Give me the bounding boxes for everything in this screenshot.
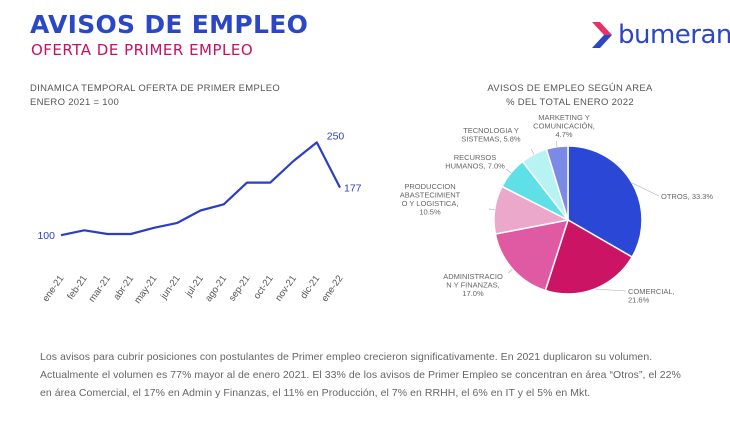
data-label: 250 [327,130,345,142]
page-subtitle: OFERTA DE PRIMER EMPLEO [31,41,254,59]
data-label: 100 [37,230,55,242]
pie-slice [545,145,569,221]
pie-leader-line [488,208,495,210]
pie-slice-label: ADMINISTRACIO N Y FINANZAS, 17.0% [443,272,503,298]
data-label: 177 [344,183,362,195]
pie-leader-line [508,268,513,274]
footnote-line: en área Comercial, el 17% en Admin y Fin… [40,387,591,399]
line-chart-subtitle-line: ENERO 2021 = 100 [30,97,120,108]
page-title: AVISOS DE EMPLEO [30,10,309,39]
pie-leader-line [631,182,660,197]
pie-slice-label: COMERCIAL, 21.6% [628,287,675,305]
bumeran-logo: bumeran [590,18,730,52]
pie-leader-line [594,288,627,292]
pie-slice-label: RECURSOS HUMANOS, 7.0% [445,153,505,171]
pie-slice [494,219,570,292]
pie-leader-line [555,140,558,147]
bumeran-chevron-icon [592,22,612,48]
logo-text: bumeran [618,20,730,50]
pie-chart-subtitle-line: % DEL TOTAL ENERO 2022 [506,97,634,108]
pie-chart-title: AVISOS DE EMPLEO SEGÚN AREA % DEL TOTAL … [470,82,670,110]
pie-leader-line [530,148,535,155]
pie-slice-label: TECNOLOGIA Y SISTEMAS, 5.8% [461,126,521,144]
pie-slice [544,218,634,295]
footnote: Los avisos para cubrir posiciones con po… [40,348,700,402]
pie-leader-line [506,168,512,174]
pie-slice-label: MARKETING Y COMUNICACIÓN, 4.7% [533,113,595,139]
pie-chart-title-line: AVISOS DE EMPLEO SEGÚN AREA [487,83,653,94]
pie-slice [567,145,643,259]
line-chart-title: DINAMICA TEMPORAL OFERTA DE PRIMER EMPLE… [30,82,280,110]
pie-slice-label: PRODUCCION ABASTECIMIENT O Y LOGISTICA, 10.… [400,182,461,217]
pie-slice-label: OTROS, 33.3% [661,192,713,201]
line-chart-title-line: DINAMICA TEMPORAL OFERTA DE PRIMER EMPLE… [30,83,281,94]
footnote-line: Los avisos para cubrir posiciones con po… [40,351,653,363]
footnote-line: Actualmente el volumen es 77% mayor al d… [40,369,681,381]
